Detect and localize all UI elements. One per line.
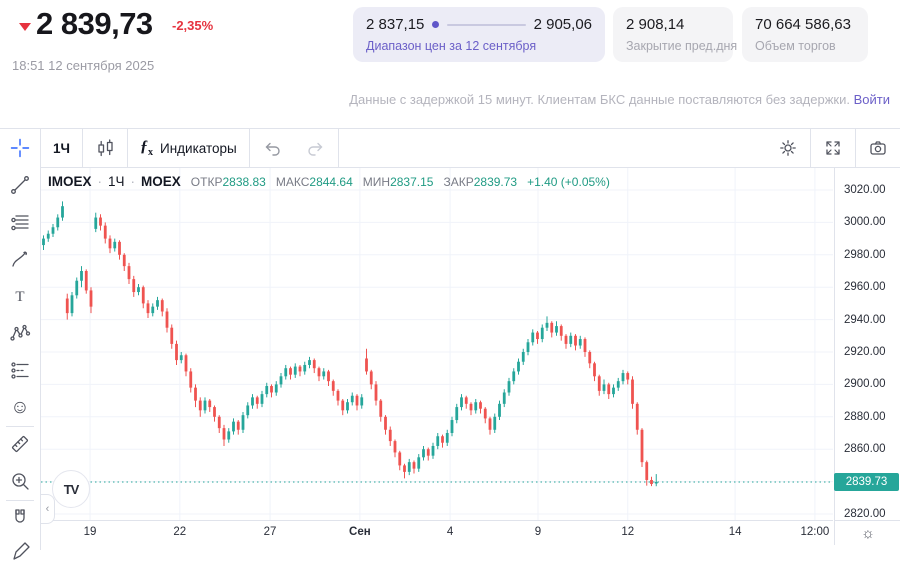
- price-tick: 3020.00: [844, 184, 886, 196]
- axis-settings-corner[interactable]: ☼: [834, 520, 900, 545]
- brush-tool-button[interactable]: [7, 246, 33, 272]
- chart-plot-area[interactable]: [41, 168, 833, 520]
- price-tick: 2880.00: [844, 410, 886, 423]
- time-tick: Сен: [349, 526, 371, 538]
- day-high-value: 2 905,06: [533, 16, 592, 33]
- day-range-card: 2 837,15 2 905,06 Диапазон цен за 12 сен…: [353, 7, 605, 62]
- time-tick: 22: [173, 526, 187, 538]
- price-tick: 2860.00: [844, 443, 886, 456]
- legend-exchange: MOEX: [141, 174, 181, 189]
- sun-icon: ☼: [861, 524, 875, 542]
- fullscreen-button[interactable]: [811, 129, 855, 167]
- gear-icon: [780, 140, 796, 156]
- volume-value: 70 664 586,63: [755, 16, 851, 33]
- drawing-toolbar: T ☺: [0, 129, 41, 560]
- emoji-tool-button[interactable]: ☺: [7, 394, 33, 420]
- toolbar-collapse-handle[interactable]: ‹: [41, 494, 55, 524]
- interval-button[interactable]: 1Ч: [53, 140, 70, 156]
- current-price: 2 839,73: [36, 6, 153, 41]
- price-tick: 2920.00: [844, 346, 886, 358]
- legend-close: ЗАКР2839.73: [443, 175, 518, 189]
- time-tick: 19: [83, 526, 97, 538]
- indicators-button[interactable]: ƒx Индикаторы: [140, 137, 237, 159]
- time-axis[interactable]: 19 22 27 Сен 4 9 12 14 12:00: [41, 520, 833, 545]
- chart-style-button[interactable]: [83, 129, 127, 167]
- price-direction-down-icon: [19, 23, 31, 31]
- legend-change: +1.40 (+0.05%): [527, 175, 610, 189]
- zoom-in-tool-button[interactable]: [7, 468, 33, 494]
- svg-text:T: T: [15, 289, 24, 305]
- legend-symbol[interactable]: IMOEX: [48, 174, 92, 189]
- candles-icon: [98, 139, 113, 157]
- candlestick-chart: [41, 168, 833, 520]
- range-track: [447, 23, 526, 26]
- time-tick: 27: [263, 526, 277, 538]
- forecast-tool-button[interactable]: [7, 357, 33, 383]
- login-link[interactable]: Войти: [853, 92, 890, 107]
- last-price-badge: 2839.73: [834, 473, 899, 492]
- legend-open: ОТКР2838.83: [190, 175, 266, 189]
- price-change-percent: -2,35%: [172, 18, 214, 33]
- legend-low: МИН2837.15: [362, 175, 434, 189]
- redo-icon: [308, 142, 323, 156]
- crosshair-tool-button[interactable]: [7, 135, 33, 161]
- camera-icon: [870, 141, 886, 155]
- legend-interval: 1Ч: [108, 174, 125, 189]
- day-low-value: 2 837,15: [366, 16, 425, 33]
- undo-button[interactable]: [250, 129, 294, 167]
- volume-label: Объем торгов: [755, 39, 836, 53]
- widget-top-border: [0, 128, 900, 129]
- price-tick: 2820.00: [844, 508, 886, 520]
- price-tick: 2900.00: [844, 378, 886, 391]
- prev-close-value: 2 908,14: [626, 16, 685, 33]
- chart-legend: IMOEX · 1Ч · MOEX ОТКР2838.83 МАКС2844.6…: [48, 174, 610, 189]
- time-tick: 12:00: [800, 526, 830, 538]
- drawing-mode-pencil-button[interactable]: [7, 538, 33, 564]
- delay-disclaimer: Данные с задержкой 15 минут. Клиентам БК…: [349, 92, 890, 107]
- redo-button[interactable]: [294, 129, 338, 167]
- day-range-label: Диапазон цен за 12 сентября: [366, 39, 537, 53]
- time-tick: 4: [446, 526, 454, 538]
- price-tick: 2960.00: [844, 281, 886, 294]
- tradingview-logo[interactable]: TV: [52, 470, 90, 508]
- quote-timestamp: 18:51 12 сентября 2025: [12, 58, 155, 73]
- trend-line-tool-button[interactable]: [7, 172, 33, 198]
- smiley-icon: ☺: [10, 396, 30, 418]
- time-tick: 12: [621, 526, 635, 538]
- gann-fib-lines-tool-button[interactable]: [7, 209, 33, 235]
- time-tick: 14: [728, 526, 742, 538]
- volume-card: 70 664 586,63 Объем торгов: [742, 7, 868, 62]
- prev-close-label: Закрытие пред.дня: [626, 39, 738, 53]
- toolbar-separator: [6, 500, 34, 501]
- imoex-quote-page: { "header": { "price": "2 839,73", "chan…: [0, 6, 900, 560]
- price-tick: 2980.00: [844, 248, 886, 261]
- text-tool-button[interactable]: T: [7, 283, 33, 309]
- measure-tool-button[interactable]: [7, 431, 33, 457]
- undo-icon: [265, 142, 280, 156]
- price-axis[interactable]: 3020.00 3000.00 2980.00 2960.00 2940.00 2920.…: [834, 168, 900, 520]
- toolbar-separator: [6, 426, 34, 427]
- legend-high: МАКС2844.64: [275, 175, 353, 189]
- chart-settings-button[interactable]: [766, 129, 810, 167]
- time-tick: 9: [534, 526, 542, 538]
- prev-close-card: 2 908,14 Закрытие пред.дня: [613, 7, 738, 62]
- snapshot-button[interactable]: [856, 129, 900, 167]
- fullscreen-icon: [826, 141, 840, 155]
- range-position-dot: [432, 21, 440, 28]
- fx-icon: ƒx: [140, 137, 153, 159]
- price-tick: 3000.00: [844, 216, 886, 229]
- magnet-tool-button[interactable]: [7, 505, 33, 531]
- price-tick: 2940.00: [844, 313, 886, 326]
- chart-toolbar: 1Ч ƒx Индикаторы: [41, 129, 900, 168]
- xabcd-pattern-tool-button[interactable]: [7, 320, 33, 346]
